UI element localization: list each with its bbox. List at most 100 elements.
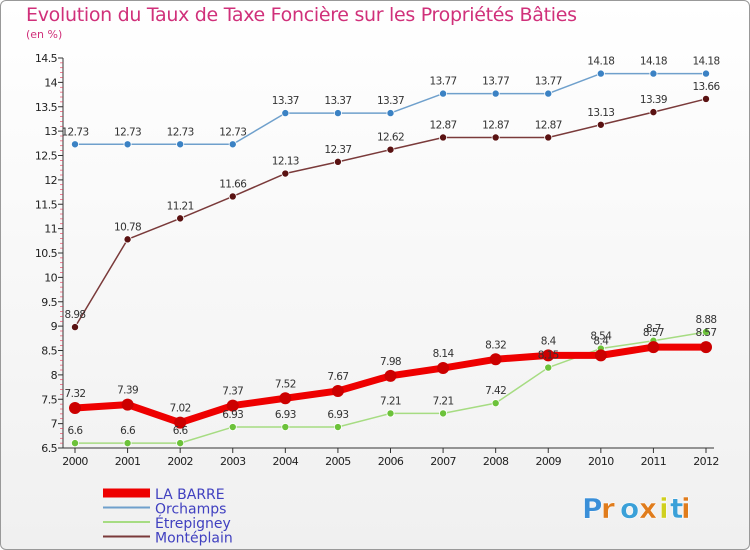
data-label: 7.42 bbox=[485, 385, 506, 397]
data-label: 10.78 bbox=[114, 221, 141, 233]
data-label: 12.87 bbox=[482, 119, 509, 131]
data-point bbox=[647, 341, 660, 354]
y-tick-label: 10 bbox=[44, 271, 57, 284]
data-point bbox=[176, 140, 185, 149]
y-tick-label: 11.5 bbox=[35, 198, 58, 211]
series-layer bbox=[69, 69, 712, 448]
data-point bbox=[596, 69, 605, 78]
y-tick-label: 14 bbox=[44, 76, 57, 89]
data-point bbox=[228, 423, 237, 432]
data-point bbox=[702, 327, 711, 336]
data-label: 6.6 bbox=[173, 425, 189, 437]
data-label: 8.14 bbox=[433, 348, 455, 360]
y-tick-label: 11 bbox=[44, 223, 57, 236]
y-tick-label: 7 bbox=[51, 418, 58, 431]
data-point bbox=[542, 349, 555, 362]
y-tick-label: 12.5 bbox=[35, 150, 58, 163]
data-point bbox=[596, 120, 605, 129]
y-tick-label: 9 bbox=[51, 320, 58, 333]
data-point bbox=[702, 94, 711, 103]
data-label: 12.73 bbox=[167, 126, 194, 138]
logo-letter: x bbox=[639, 492, 657, 525]
y-tick-label: 8.5 bbox=[41, 345, 57, 358]
data-point bbox=[544, 363, 553, 372]
x-tick-label: 2004 bbox=[273, 455, 299, 468]
data-point bbox=[123, 235, 132, 244]
y-tick-label: 13.5 bbox=[35, 101, 58, 114]
data-point bbox=[279, 392, 292, 405]
chart-title: Evolution du Taux de Taxe Foncière sur l… bbox=[26, 4, 577, 26]
data-label: 12.73 bbox=[114, 126, 141, 138]
x-tick-label: 2009 bbox=[535, 455, 561, 468]
data-point bbox=[386, 409, 395, 418]
data-point bbox=[123, 140, 132, 149]
data-label: 7.21 bbox=[380, 395, 401, 407]
x-tick-label: 2003 bbox=[220, 455, 246, 468]
chart-unit: (en %) bbox=[26, 28, 63, 41]
x-tick-label: 2000 bbox=[62, 455, 88, 468]
data-point bbox=[281, 169, 290, 178]
y-tick-label: 8 bbox=[51, 369, 58, 382]
data-label: 12.73 bbox=[219, 126, 246, 138]
logo-letter: o bbox=[620, 492, 639, 525]
data-label: 6.93 bbox=[275, 409, 296, 421]
data-label: 8.32 bbox=[485, 339, 506, 351]
data-point bbox=[228, 140, 237, 149]
data-point bbox=[544, 89, 553, 98]
data-point bbox=[333, 109, 342, 118]
data-point bbox=[281, 109, 290, 118]
series-line bbox=[74, 331, 707, 444]
data-label: 14.18 bbox=[587, 56, 614, 68]
data-point bbox=[491, 399, 500, 408]
data-label: 13.77 bbox=[535, 76, 562, 88]
y-tick-label: 9.5 bbox=[41, 296, 57, 309]
data-label: 14.18 bbox=[640, 56, 667, 68]
data-label: 8.57 bbox=[696, 327, 717, 339]
y-tick-label: 14.5 bbox=[35, 52, 58, 65]
data-label: 11.66 bbox=[219, 178, 247, 190]
data-label: 6.93 bbox=[222, 409, 243, 421]
data-point bbox=[386, 145, 395, 154]
data-label: 13.39 bbox=[640, 94, 667, 106]
data-point bbox=[594, 349, 607, 362]
x-tick-label: 2010 bbox=[588, 455, 614, 468]
y-tick-label: 7.5 bbox=[41, 393, 57, 406]
data-label: 13.37 bbox=[324, 95, 351, 107]
data-point bbox=[649, 108, 658, 117]
data-point bbox=[71, 323, 80, 332]
x-tick-label: 2005 bbox=[325, 455, 351, 468]
data-label: 12.13 bbox=[272, 156, 299, 168]
data-point bbox=[544, 133, 553, 142]
data-label: 13.77 bbox=[430, 76, 457, 88]
data-label: 12.37 bbox=[324, 144, 351, 156]
data-label: 8.54 bbox=[590, 331, 612, 343]
data-label: 7.52 bbox=[275, 378, 296, 390]
data-point bbox=[437, 362, 450, 375]
legend-label: Étrepigney bbox=[155, 515, 231, 532]
data-label: 7.98 bbox=[380, 356, 401, 368]
y-tick-label: 13 bbox=[44, 125, 57, 138]
data-point bbox=[333, 423, 342, 432]
data-label: 7.32 bbox=[65, 388, 86, 400]
logo-letter: r bbox=[601, 492, 615, 525]
logo-letter: i bbox=[681, 492, 691, 525]
x-tick-label: 2002 bbox=[167, 455, 193, 468]
data-label: 6.93 bbox=[327, 409, 348, 421]
data-point bbox=[702, 69, 711, 78]
axes: 6.577.588.599.51010.51111.51212.51313.51… bbox=[35, 52, 719, 468]
y-tick-label: 10.5 bbox=[35, 247, 58, 260]
data-label: 8.98 bbox=[65, 309, 86, 321]
logo-letter: i bbox=[659, 492, 669, 525]
legend-label: Orchamps bbox=[155, 502, 226, 518]
x-tick-label: 2008 bbox=[483, 455, 509, 468]
data-label: 12.87 bbox=[430, 119, 457, 131]
data-label: 6.6 bbox=[68, 425, 84, 437]
data-point bbox=[226, 399, 239, 412]
data-point bbox=[384, 369, 397, 382]
data-label: 14.18 bbox=[692, 56, 719, 68]
data-point bbox=[228, 192, 237, 201]
data-label: 7.02 bbox=[170, 403, 191, 415]
x-tick-label: 2006 bbox=[378, 455, 404, 468]
